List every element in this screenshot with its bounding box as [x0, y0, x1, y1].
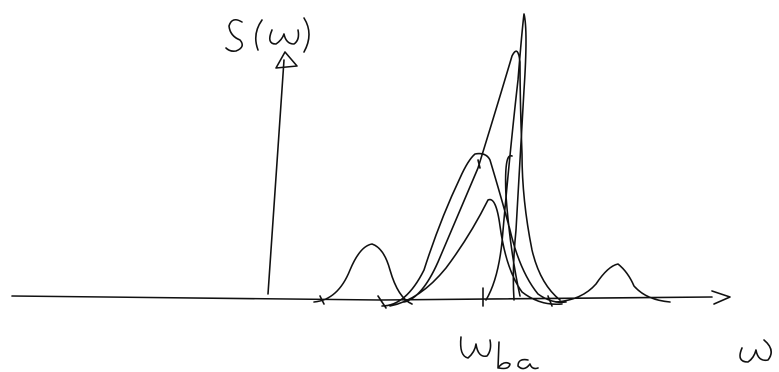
- y-axis-label: [225, 17, 310, 53]
- central-tall-peak: [403, 50, 561, 303]
- axis-tick-left: [319, 295, 325, 305]
- x-axis-label: [739, 339, 772, 363]
- left-side-peak: [313, 243, 413, 305]
- central-broad-peak: [381, 152, 567, 307]
- right-side-peak: [555, 263, 671, 303]
- omega-ba-label: [459, 336, 539, 370]
- central-small-stroke: [477, 159, 481, 169]
- x-axis-line: [11, 295, 713, 301]
- y-axis-arrowhead: [275, 51, 298, 69]
- central-spike-inner: [504, 154, 521, 297]
- y-axis-line: [267, 59, 285, 295]
- central-spike: [485, 13, 527, 301]
- x-axis-arrowhead: [711, 290, 731, 305]
- axis-tick-right: [547, 295, 553, 307]
- central-overlay-curve: [389, 198, 563, 307]
